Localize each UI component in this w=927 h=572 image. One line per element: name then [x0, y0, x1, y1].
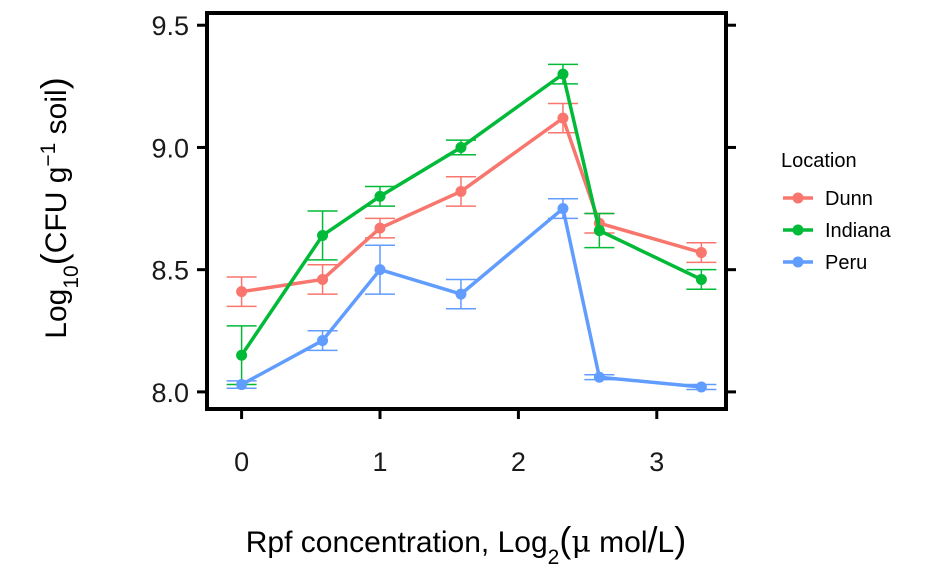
data-point-dunn: [557, 112, 569, 124]
data-point-peru: [455, 288, 467, 300]
series-line-indiana: [240, 72, 703, 357]
y-tick-label: 9.5: [151, 11, 189, 41]
legend-item-dunn: Dunn: [783, 188, 873, 210]
data-point-indiana: [374, 190, 386, 202]
data-point-peru: [695, 381, 707, 393]
x-axis: 0 1 2 3: [234, 409, 664, 477]
y-tick-label: 9.0: [151, 133, 189, 163]
y-axis: 8.0 8.5 9.0 9.5: [151, 11, 207, 408]
legend: Location Dunn Indiana Peru: [781, 150, 891, 274]
legend-label-dunn: Dunn: [825, 188, 873, 210]
y-axis-right-ticks: [726, 23, 736, 394]
data-point-indiana: [557, 68, 569, 80]
series-peru: [226, 198, 717, 393]
x-tick-label: 1: [372, 447, 387, 477]
data-point-indiana: [695, 273, 707, 285]
y-tick-label: 8.5: [151, 256, 189, 286]
data-point-peru: [374, 264, 386, 276]
plot-panel-border: [205, 11, 728, 411]
data-point-peru: [593, 371, 605, 383]
data-point-dunn: [374, 222, 386, 234]
data-point-dunn: [317, 273, 329, 285]
data-point-indiana: [455, 141, 467, 153]
data-point-indiana: [593, 225, 605, 237]
data-point-dunn: [695, 247, 707, 259]
legend-marker-indiana: [792, 224, 804, 236]
series-indiana: [226, 63, 717, 386]
legend-label-peru: Peru: [825, 252, 867, 274]
y-tick-label: 8.0: [151, 378, 189, 408]
y-axis-title: Log10(CFU g−1 soil): [33, 77, 83, 338]
data-point-peru: [317, 335, 329, 347]
data-point-indiana: [236, 349, 248, 361]
legend-item-indiana: Indiana: [783, 220, 891, 242]
x-axis-title: Rpf concentration, Log2(μ mol/L): [246, 519, 686, 569]
x-tick-label: 2: [511, 447, 526, 477]
data-point-peru: [236, 379, 248, 391]
series-dunn: [226, 102, 717, 308]
x-tick-label: 3: [649, 447, 664, 477]
data-point-indiana: [317, 229, 329, 241]
legend-item-peru: Peru: [783, 252, 867, 274]
series-line-dunn: [241, 116, 702, 294]
legend-label-indiana: Indiana: [825, 220, 891, 242]
legend-title: Location: [781, 150, 857, 172]
x-tick-label: 0: [234, 447, 249, 477]
legend-items: Dunn Indiana Peru: [783, 188, 891, 274]
data-point-peru: [557, 203, 569, 215]
legend-marker-peru: [792, 256, 804, 268]
series-layer: [226, 63, 717, 393]
series-line-peru: [240, 206, 702, 389]
data-point-dunn: [455, 185, 467, 197]
data-point-dunn: [236, 286, 248, 298]
legend-marker-dunn: [792, 192, 804, 204]
